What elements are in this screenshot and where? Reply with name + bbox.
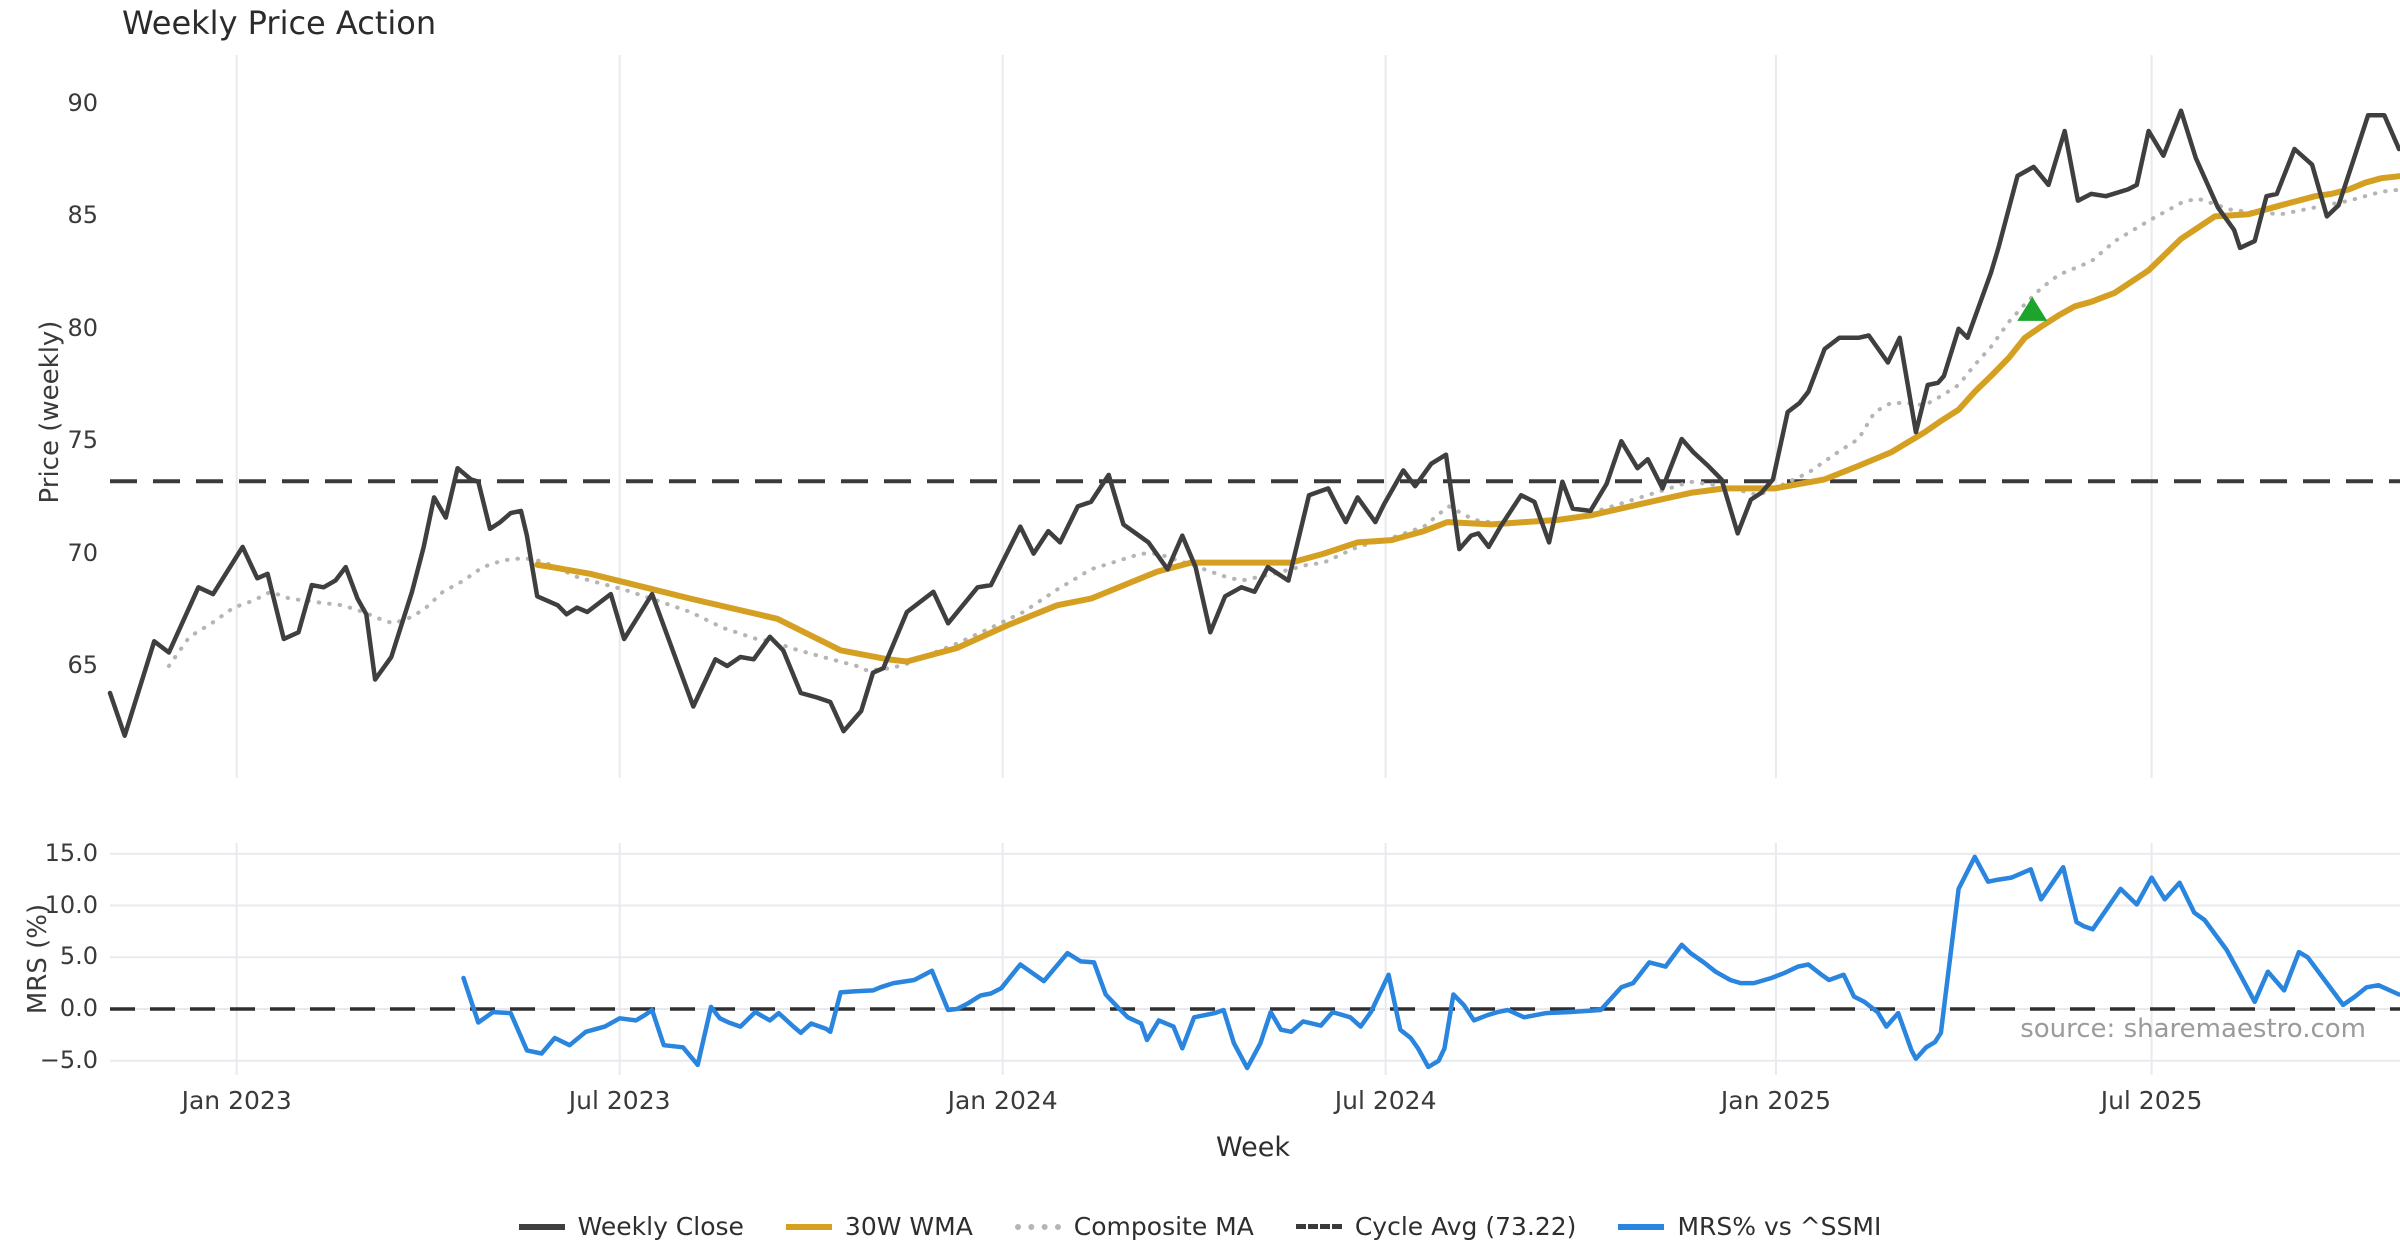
x-tick-label: Jan 2025 [1720,1086,1832,1115]
legend-label: Composite MA [1073,1212,1254,1241]
price-tick-label: 90 [67,89,98,117]
buy-signal-triangle-icon [2017,296,2048,321]
legend-swatch [1618,1223,1665,1230]
mrs-tick-label: 10.0 [44,890,98,919]
mrs-vs-ssmi-line [461,854,2400,1071]
x-tick-label: Jul 2025 [2100,1086,2203,1115]
x-axis-label: Week [1216,1132,1290,1163]
source-note: source: sharemaestro.com [2020,1014,2366,1044]
weekly-close-line [107,108,2400,738]
legend-label: MRS% vs ^SSMI [1677,1212,1882,1241]
price-tick-label: 75 [67,426,98,455]
mrs-tick-label: 15.0 [44,838,98,867]
mrs-tick-label: −5.0 [39,1045,98,1074]
mrs-tick-label: 0.0 [59,994,98,1022]
legend-label: 30W WMA [844,1212,973,1241]
legend-swatch [785,1223,832,1230]
price-tick-label: 70 [67,538,98,567]
legend-swatch [1014,1223,1061,1230]
x-tick-label: Jul 2023 [568,1086,671,1115]
legend-item-cycle-avg-73-22-: Cycle Avg (73.22) [1295,1212,1577,1241]
chart-legend: Weekly Close 30W WMA Composite MA Cycle Avg… [0,1212,2400,1241]
chart-title: Weekly Price Action [122,4,437,42]
x-tick-label: Jan 2023 [181,1086,292,1115]
price-tick-label: 85 [67,201,98,230]
price-axis-label: Price (weekly) [35,320,65,504]
legend-swatch [1295,1224,1342,1229]
price-tick-label: 65 [67,651,98,679]
30w-wma-line [534,173,2400,665]
mrs-tick-label: 5.0 [59,942,98,971]
legend-item-30w-wma: 30W WMA [785,1212,973,1241]
price-tick-label: 80 [67,313,98,342]
legend-item-mrs-vs-ssmi: MRS% vs ^SSMI [1618,1212,1881,1241]
x-tick-label: Jan 2024 [947,1086,1058,1115]
legend-label: Cycle Avg (73.22) [1354,1212,1577,1241]
legend-item-weekly-close: Weekly Close [518,1212,744,1241]
x-tick-label: Jul 2024 [1334,1086,1437,1115]
legend-label: Weekly Close [577,1212,744,1241]
composite-ma-line [166,187,2400,673]
legend-swatch [518,1223,565,1230]
legend-item-composite-ma: Composite MA [1014,1212,1254,1241]
